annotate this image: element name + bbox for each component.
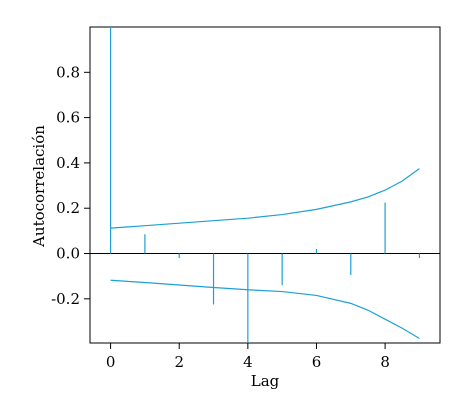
plot-area: 0 2 4 6 8 -0.2 0.0 0.2 0.4 0.6 0.8 [51,26,441,371]
x-tick-label: 2 [174,353,184,371]
y-tick-label: 0.8 [56,63,80,81]
confidence-band-upper [110,168,420,229]
plot-frame [89,26,441,344]
confidence-band-lower [110,279,420,339]
y-tick-label: -0.2 [51,290,80,308]
y-tick-label: 0.2 [56,199,80,217]
x-tick-label: 0 [106,353,116,371]
x-axis-title: Lag [251,372,280,390]
x-tick-label: 4 [243,353,253,371]
x-tick-label: 6 [312,353,322,371]
x-tick-label: 8 [380,353,390,371]
y-tick-label: 0.6 [56,109,80,127]
y-tick-label: 0.0 [56,245,80,263]
y-tick-label: 0.4 [56,154,80,172]
y-axis-title: Autocorrelación [30,125,48,248]
